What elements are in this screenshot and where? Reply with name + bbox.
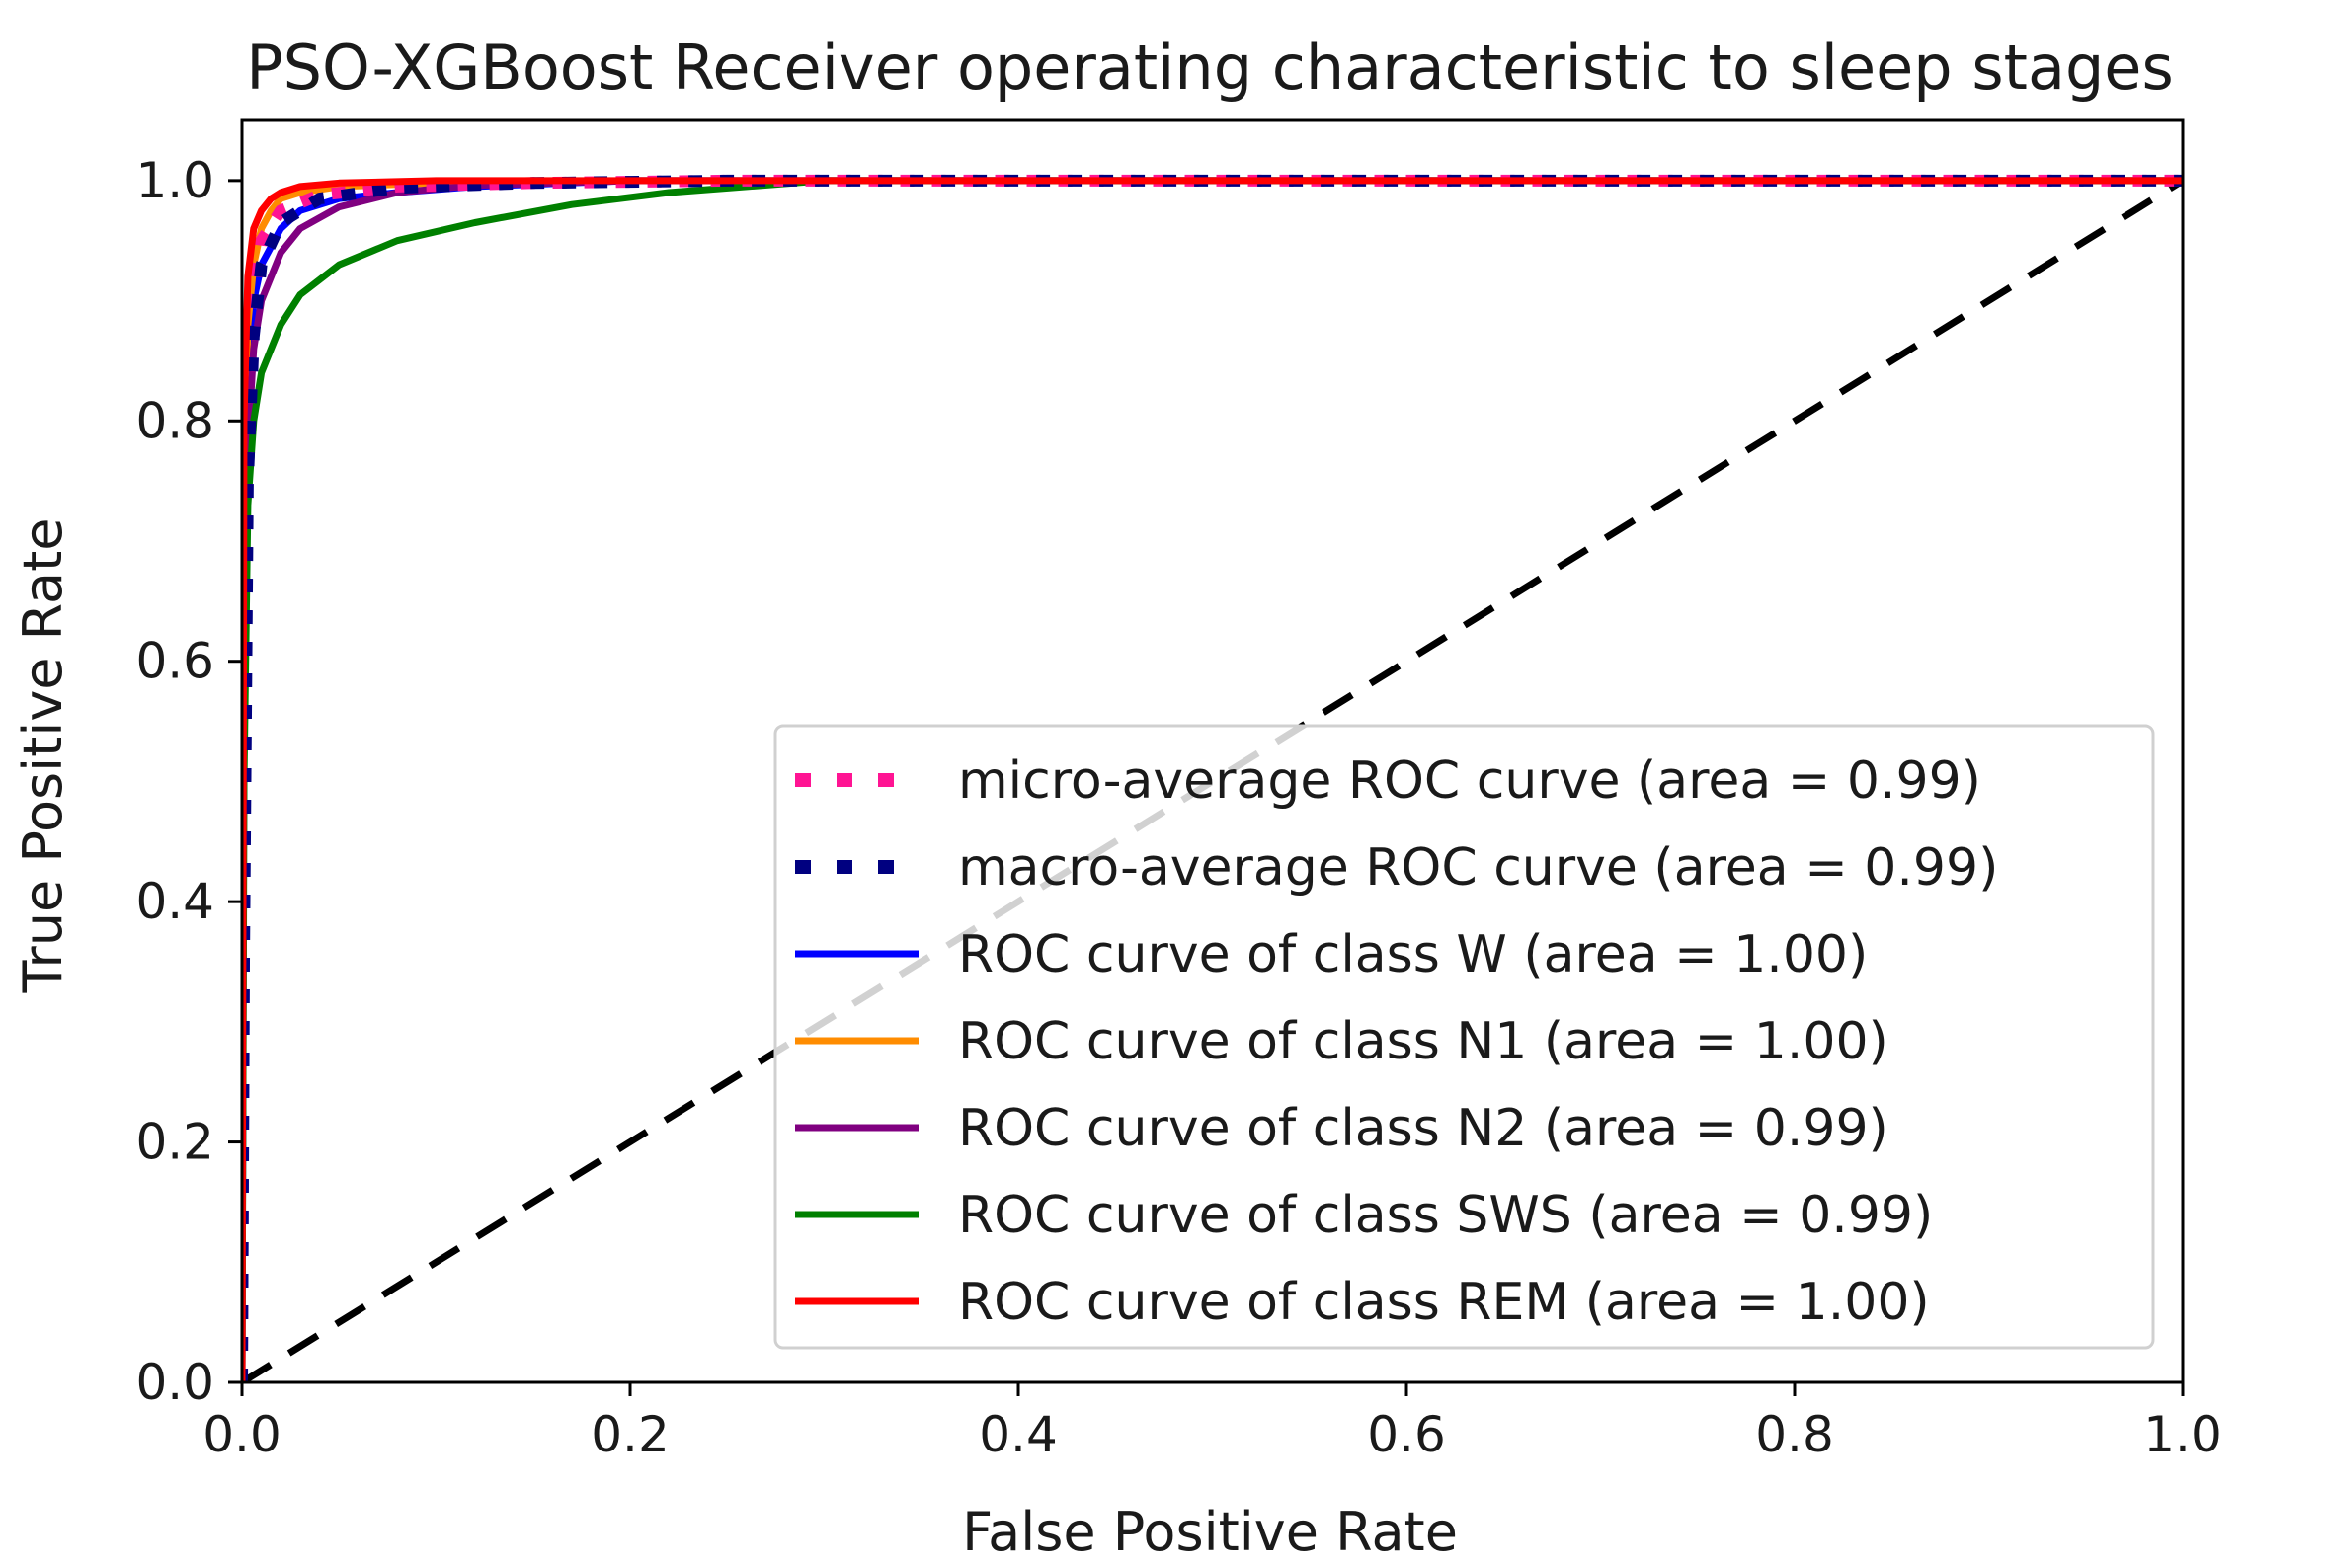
y-tick-label: 0.8 [135,392,214,449]
y-tick-label: 1.0 [135,152,214,209]
x-tick-label: 0.4 [979,1406,1058,1463]
legend-label-5: ROC curve of class SWS (area = 0.99) [958,1186,1933,1245]
x-tick-label: 0.6 [1367,1406,1446,1463]
legend-label-4: ROC curve of class N2 (area = 0.99) [958,1099,1888,1158]
plot-frame [240,118,2185,1384]
legend-label-3: ROC curve of class N1 (area = 1.00) [958,1012,1888,1071]
axes: 0.0 0.2 0.4 0.6 0.8 1.0 0.0 0.2 0.4 0.6 0.8 1.0 [135,118,2222,1463]
x-tick-label: 1.0 [2143,1406,2222,1463]
y-tick-label: 0.6 [135,633,214,690]
chance-diagonal-line [242,177,2183,1382]
legend: micro-average ROC curve (area = 0.99) mac… [773,724,2155,1350]
chart-title: PSO-XGBoost Receiver operating character… [246,32,2174,104]
legend-label-1: macro-average ROC curve (area = 0.99) [958,838,1998,898]
x-tick-label: 0.0 [202,1406,281,1463]
legend-label-0: micro-average ROC curve (area = 0.99) [958,751,1981,811]
y-tick-label: 0.0 [135,1354,214,1411]
y-axis-label: True Positive Rate [12,517,74,993]
x-tick-label: 0.2 [591,1406,670,1463]
plot-area [242,174,2183,1382]
legend-label-2: ROC curve of class W (area = 1.00) [958,925,1868,984]
y-tick-label: 0.2 [135,1114,214,1171]
legend-label-6: ROC curve of class REM (area = 1.00) [958,1273,1930,1332]
roc-series-line-6 [242,177,2183,1382]
x-axis-label: False Positive Rate [962,1501,1458,1563]
x-tick-label: 0.8 [1755,1406,1834,1463]
y-tick-label: 0.4 [135,873,214,930]
legend-box [773,724,2155,1350]
